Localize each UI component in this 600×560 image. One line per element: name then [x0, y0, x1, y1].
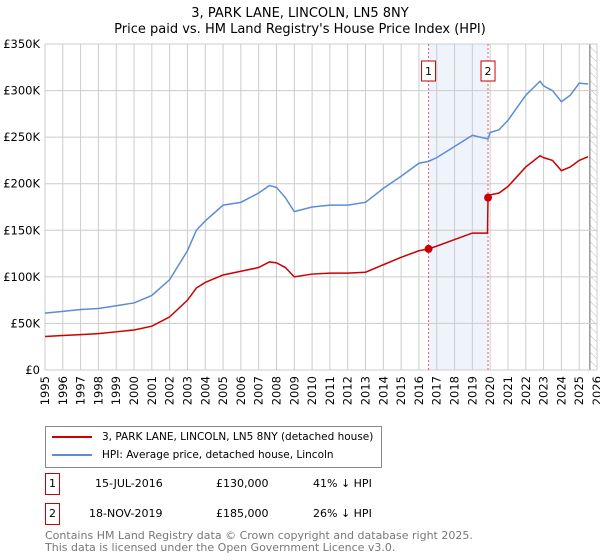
- x-tick-label: 1996: [56, 376, 70, 405]
- x-tick-label: 1997: [74, 376, 88, 405]
- legend-item-hpi: HPI: Average price, detached house, Linc…: [52, 449, 334, 461]
- legend-item-property: 3, PARK LANE, LINCOLN, LN5 8NY (detached…: [52, 431, 373, 443]
- y-tick-label: £350K: [3, 37, 40, 51]
- x-tick-label: 2013: [359, 376, 373, 405]
- legend-label: 3, PARK LANE, LINCOLN, LN5 8NY (detached…: [102, 431, 374, 443]
- sale-price: £185,000: [216, 507, 269, 520]
- sale-marker-label: 1: [425, 65, 432, 78]
- sale-badge: 2: [45, 503, 60, 525]
- sale-price: £130,000: [216, 477, 269, 490]
- x-tick-label: 2015: [394, 376, 408, 405]
- sale-row: 1 15-JUL-2016 £130,000 41% ↓ HPI: [45, 473, 445, 495]
- x-tick-label: 2001: [145, 376, 159, 405]
- x-tick-label: 2023: [537, 376, 551, 405]
- x-tick-label: 2020: [483, 376, 497, 405]
- x-tick-label: 2008: [269, 376, 283, 405]
- y-tick-label: £150K: [3, 223, 40, 237]
- x-tick-label: 2007: [252, 376, 266, 405]
- sale-point: [424, 244, 433, 253]
- sale-marker-label: 2: [485, 65, 492, 78]
- x-tick-label: 2018: [448, 376, 462, 405]
- x-tick-label: 2012: [341, 376, 355, 405]
- y-tick-label: £0: [25, 363, 40, 377]
- x-tick-label: 2004: [198, 376, 212, 405]
- series-line: [44, 154, 589, 338]
- sale-hpi-diff: 41% ↓ HPI: [313, 477, 372, 490]
- chart-subtitle: Price paid vs. HM Land Registry's House …: [114, 22, 486, 37]
- sale-point: [484, 193, 493, 202]
- sale-period-band: [428, 44, 489, 370]
- x-tick-label: 2005: [216, 376, 230, 405]
- sale-badge: 1: [45, 473, 60, 495]
- sale-marker-box: [421, 60, 437, 82]
- x-tick-label: 2011: [323, 376, 337, 405]
- x-tick-label: 1999: [109, 376, 123, 405]
- x-tick-label: 2024: [554, 376, 568, 405]
- forecast-hatch: [589, 44, 597, 370]
- x-tick-label: 2026: [590, 376, 600, 405]
- x-tick-label: 2014: [376, 376, 390, 405]
- sale-date: 15-JUL-2016: [95, 477, 163, 490]
- y-tick-label: £300K: [3, 84, 40, 98]
- legend-label: HPI: Average price, detached house, Linc…: [102, 449, 334, 461]
- licence-text: This data is licensed under the Open Gov…: [45, 541, 396, 554]
- y-tick-label: £200K: [3, 177, 40, 191]
- sale-row: 2 18-NOV-2019 £185,000 26% ↓ HPI: [45, 503, 445, 525]
- x-tick-label: 2000: [127, 376, 141, 405]
- y-tick-label: £50K: [11, 316, 41, 330]
- x-tick-label: 2025: [572, 376, 586, 405]
- copyright-text: Contains HM Land Registry data © Crown c…: [45, 529, 473, 542]
- y-tick-label: £250K: [3, 130, 40, 144]
- x-tick-label: 2021: [501, 376, 515, 405]
- legend: 3, PARK LANE, LINCOLN, LN5 8NY (detached…: [45, 426, 382, 468]
- chart-title: 3, PARK LANE, LINCOLN, LN5 8NY: [191, 6, 409, 21]
- x-tick-label: 2003: [180, 376, 194, 405]
- x-tick-label: 2022: [519, 376, 533, 405]
- legend-swatch: [52, 454, 92, 456]
- sale-hpi-diff: 26% ↓ HPI: [313, 507, 372, 520]
- x-tick-label: 2009: [287, 376, 301, 405]
- x-tick-label: 2016: [412, 376, 426, 405]
- x-tick-label: 2019: [465, 376, 479, 405]
- legend-swatch: [52, 436, 92, 438]
- footer: Contains HM Land Registry data © Crown c…: [45, 530, 473, 554]
- y-tick-label: £100K: [3, 270, 40, 284]
- x-tick-label: 2017: [430, 376, 444, 405]
- chart-plot: 1995 1996 1997 1998 1999 2000 2001 2002 2003 2004…: [3, 37, 600, 405]
- sale-marker-box: [480, 60, 496, 82]
- x-tick-label: 1995: [38, 376, 52, 405]
- x-tick-label: 2006: [234, 376, 248, 405]
- series-line: [44, 80, 589, 314]
- sale-date: 18-NOV-2019: [89, 507, 163, 520]
- x-tick-label: 2010: [305, 376, 319, 405]
- x-tick-label: 1998: [91, 376, 105, 405]
- x-tick-label: 2002: [163, 376, 177, 405]
